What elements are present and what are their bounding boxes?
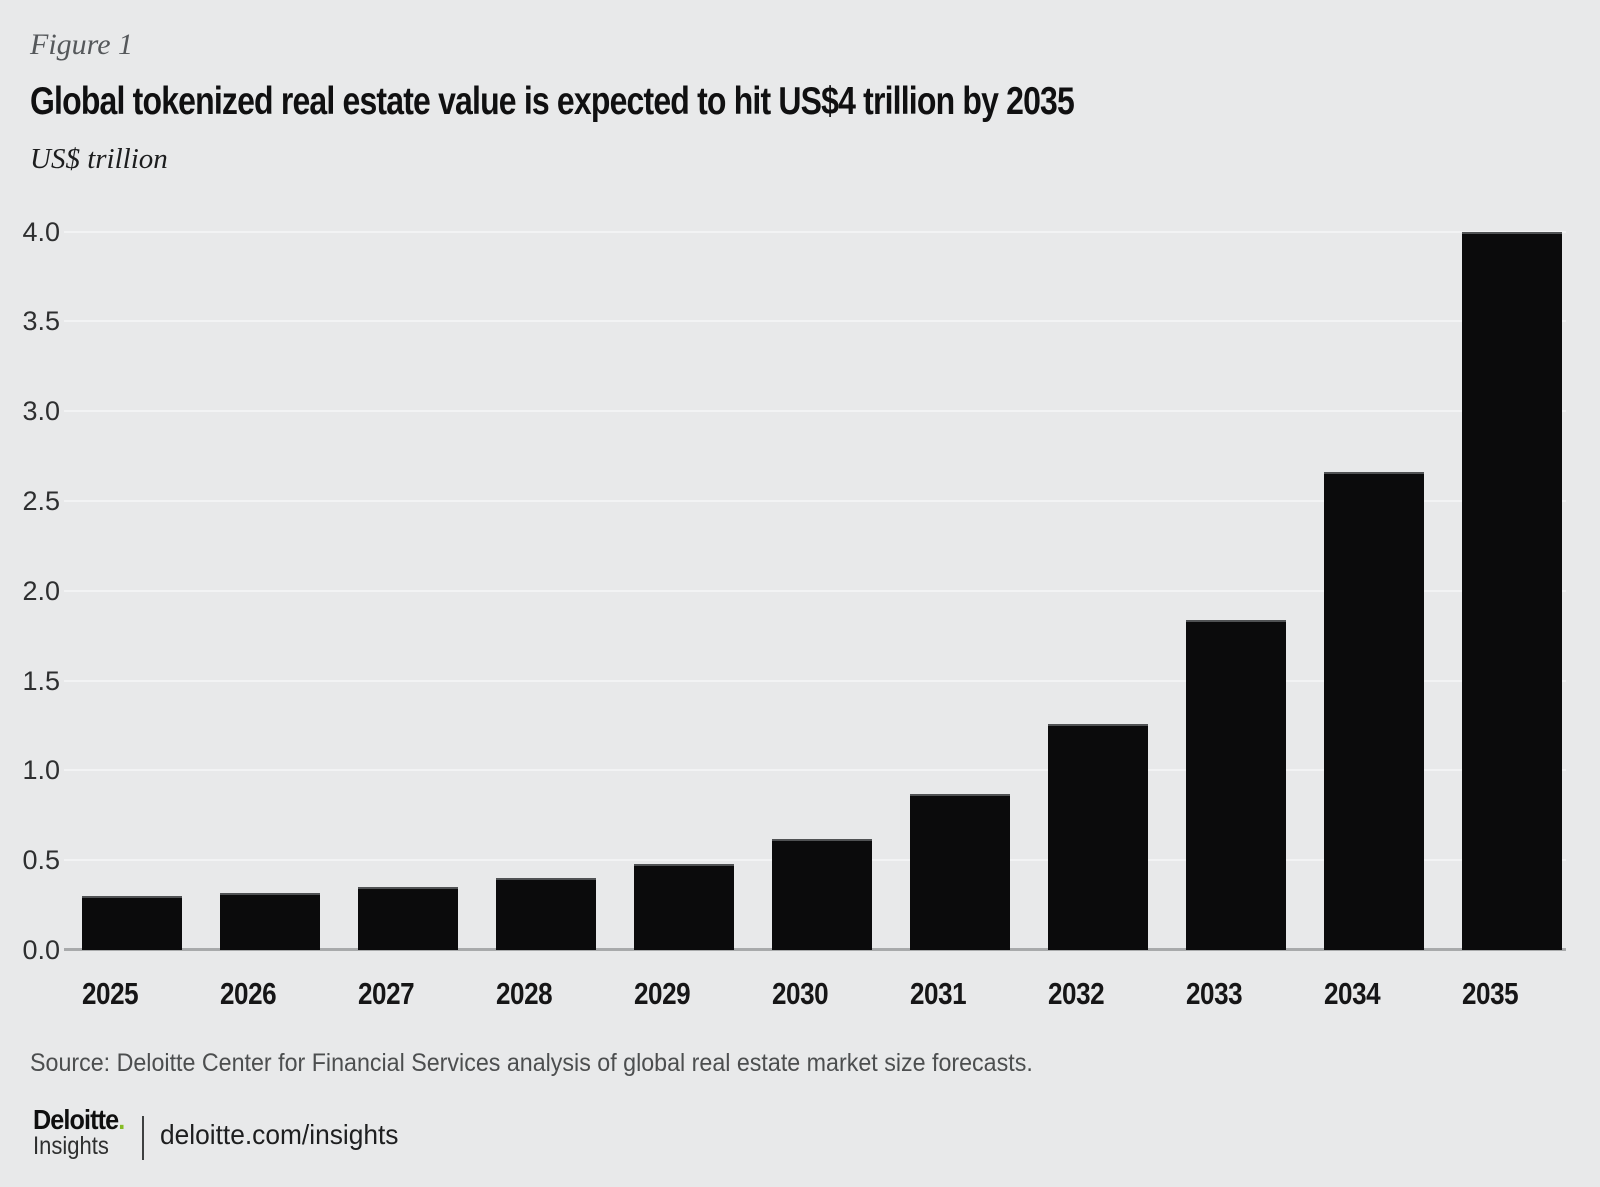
y-tick-label-2.0: 2.0 [22, 575, 60, 606]
y-tick-label-3.0: 3.0 [22, 396, 60, 427]
gridline-1.5 [64, 679, 1566, 682]
x-tick-label-2032: 2032 [1048, 976, 1105, 1011]
figure-label: Figure 1 [30, 28, 134, 61]
x-tick-label-2030: 2030 [772, 976, 829, 1011]
x-tick-label-2025: 2025 [82, 976, 139, 1011]
bar-2033 [1186, 620, 1286, 950]
bar-2035 [1462, 232, 1562, 950]
bar-2031 [910, 794, 1010, 950]
gridline-3.5 [64, 320, 1566, 323]
gridline-2.5 [64, 500, 1566, 502]
bar-2025 [82, 896, 182, 950]
gridline-3.0 [64, 410, 1566, 413]
x-tick-label-2035: 2035 [1462, 976, 1519, 1011]
x-tick-label-2033: 2033 [1186, 976, 1243, 1011]
y-tick-label-1.5: 1.5 [22, 665, 60, 696]
y-tick-label-0.0: 0.0 [22, 935, 60, 965]
y-tick-label-3.5: 3.5 [22, 306, 60, 337]
brand-insights-label: Insights [33, 1132, 109, 1160]
x-tick-label-2026: 2026 [220, 976, 277, 1011]
bar-2028 [496, 878, 596, 950]
y-tick-label-2.5: 2.5 [22, 486, 60, 516]
y-axis-unit-label: US$ trillion [30, 143, 168, 175]
deloitte-logo: Deloitte. [33, 1104, 125, 1135]
bar-2026 [220, 893, 320, 950]
source-text: Source: Deloitte Center for Financial Se… [30, 1049, 1033, 1077]
footer-divider [142, 1116, 144, 1160]
bar-2032 [1048, 724, 1148, 950]
x-tick-label-2034: 2034 [1324, 976, 1381, 1011]
y-tick-label-1.0: 1.0 [22, 755, 60, 786]
x-tick-label-2027: 2027 [358, 976, 415, 1011]
x-tick-label-2028: 2028 [496, 976, 553, 1011]
x-tick-label-2029: 2029 [634, 976, 691, 1011]
footer: Deloitte. Insights deloitte.com/insights [0, 1100, 1600, 1170]
bar-2034 [1324, 472, 1424, 950]
gridline-4.0 [64, 230, 1566, 233]
chart-title: Global tokenized real estate value is ex… [30, 80, 1075, 123]
x-tick-label-2031: 2031 [910, 976, 967, 1011]
brand-green-dot: . [118, 1104, 125, 1135]
bar-2030 [772, 839, 872, 950]
brand-name: Deloitte [33, 1104, 119, 1135]
gridline-2.0 [64, 589, 1566, 592]
gridline-1.0 [64, 769, 1566, 772]
y-tick-label-4.0: 4.0 [22, 216, 60, 247]
bar-2027 [358, 887, 458, 950]
y-tick-label-0.5: 0.5 [22, 845, 60, 876]
bar-2029 [634, 864, 734, 950]
footer-link: deloitte.com/insights [160, 1119, 399, 1150]
